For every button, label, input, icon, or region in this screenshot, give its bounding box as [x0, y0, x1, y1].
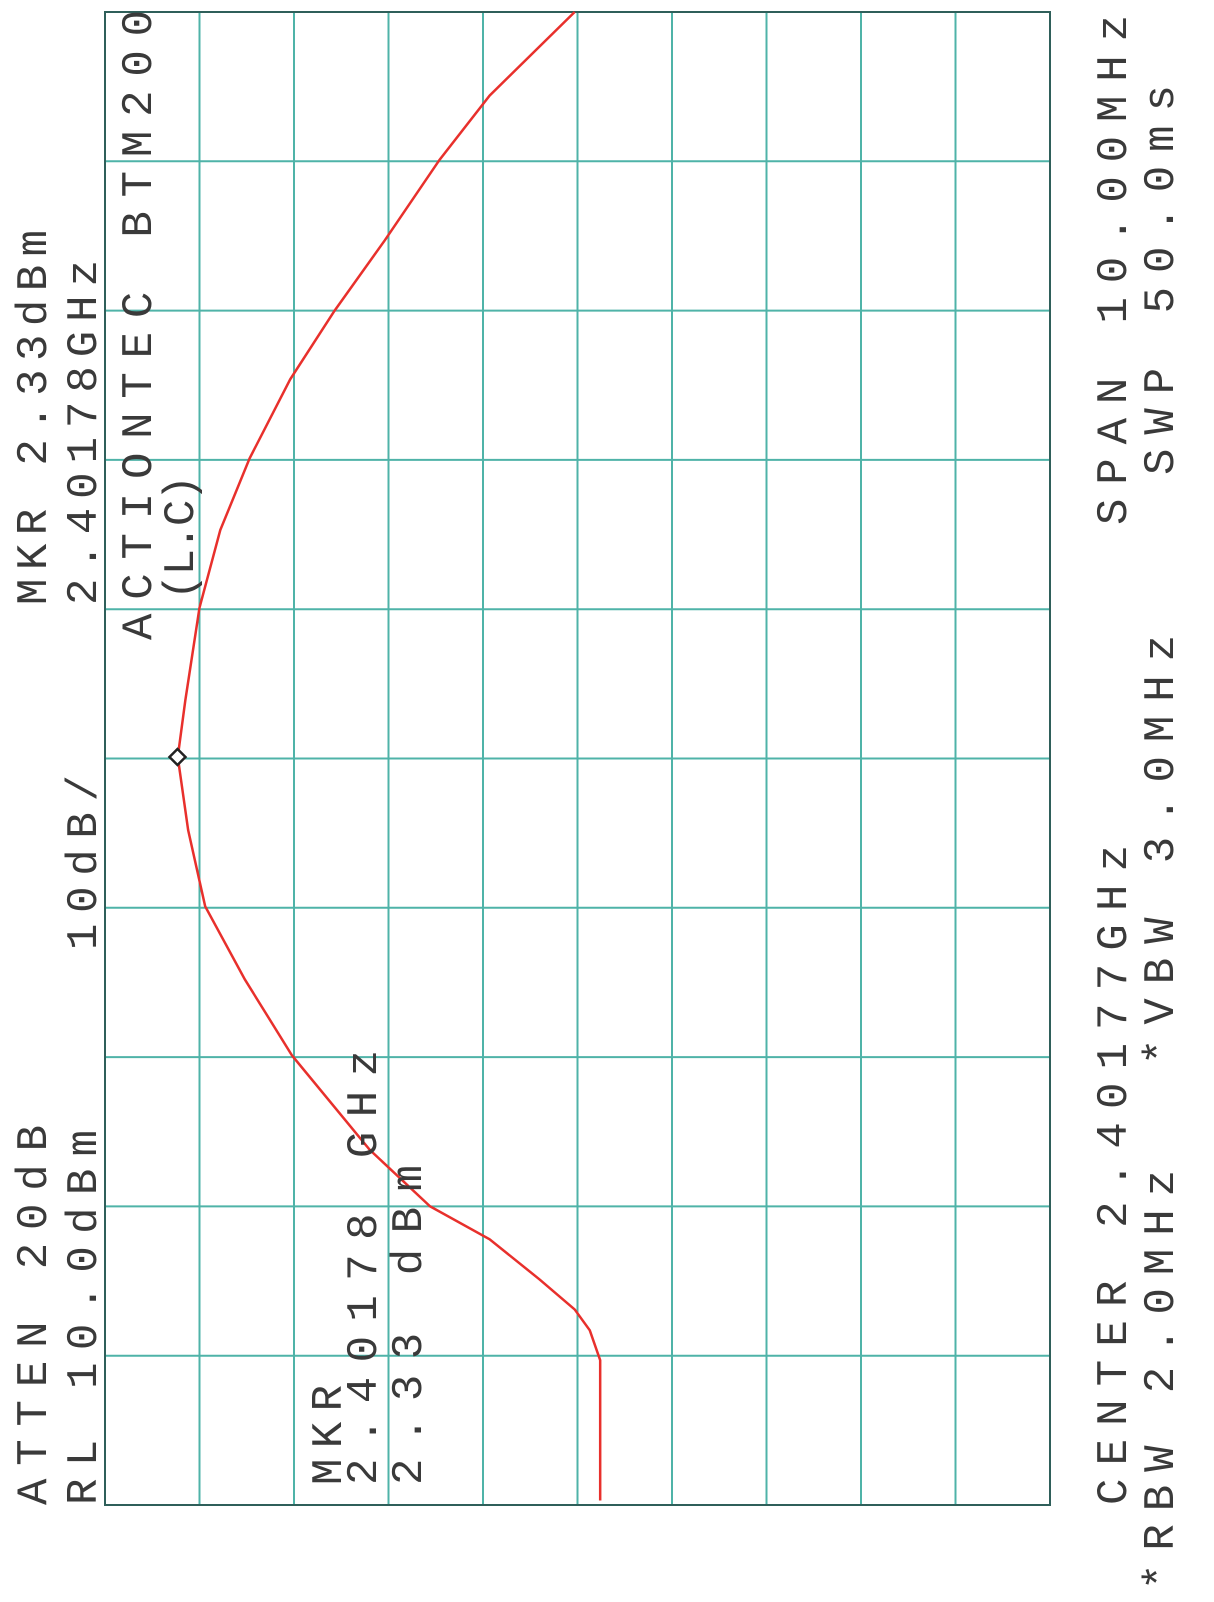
marker — [167, 747, 188, 767]
annotation: *RBW 2.0MHz — [1137, 1170, 1187, 1590]
annotation: MKR — [305, 1385, 355, 1485]
annotation: 2.40178 GHz — [340, 1050, 390, 1485]
annotation: 2.33 dBm — [385, 1165, 435, 1485]
annotation: SPAN 10.00MHz — [1090, 15, 1140, 525]
annotation: SWP 50.0ms — [1137, 85, 1187, 475]
annotation: 2.40178GHz — [60, 260, 110, 605]
annotation: RL 10.0dBm — [60, 1130, 110, 1505]
annotation: MKR 2.33dBm — [10, 230, 60, 605]
annotation: *VBW 3.0MHz — [1137, 635, 1187, 1065]
annotation: (L.C) — [157, 475, 207, 600]
annotation: ATTEN 20dB — [10, 1125, 60, 1505]
trace — [176, 11, 602, 1501]
plot-frame — [104, 11, 1051, 1506]
annotation: CENTER 2.40177GHz — [1090, 845, 1140, 1505]
annotation: 10dB/ — [60, 775, 110, 950]
